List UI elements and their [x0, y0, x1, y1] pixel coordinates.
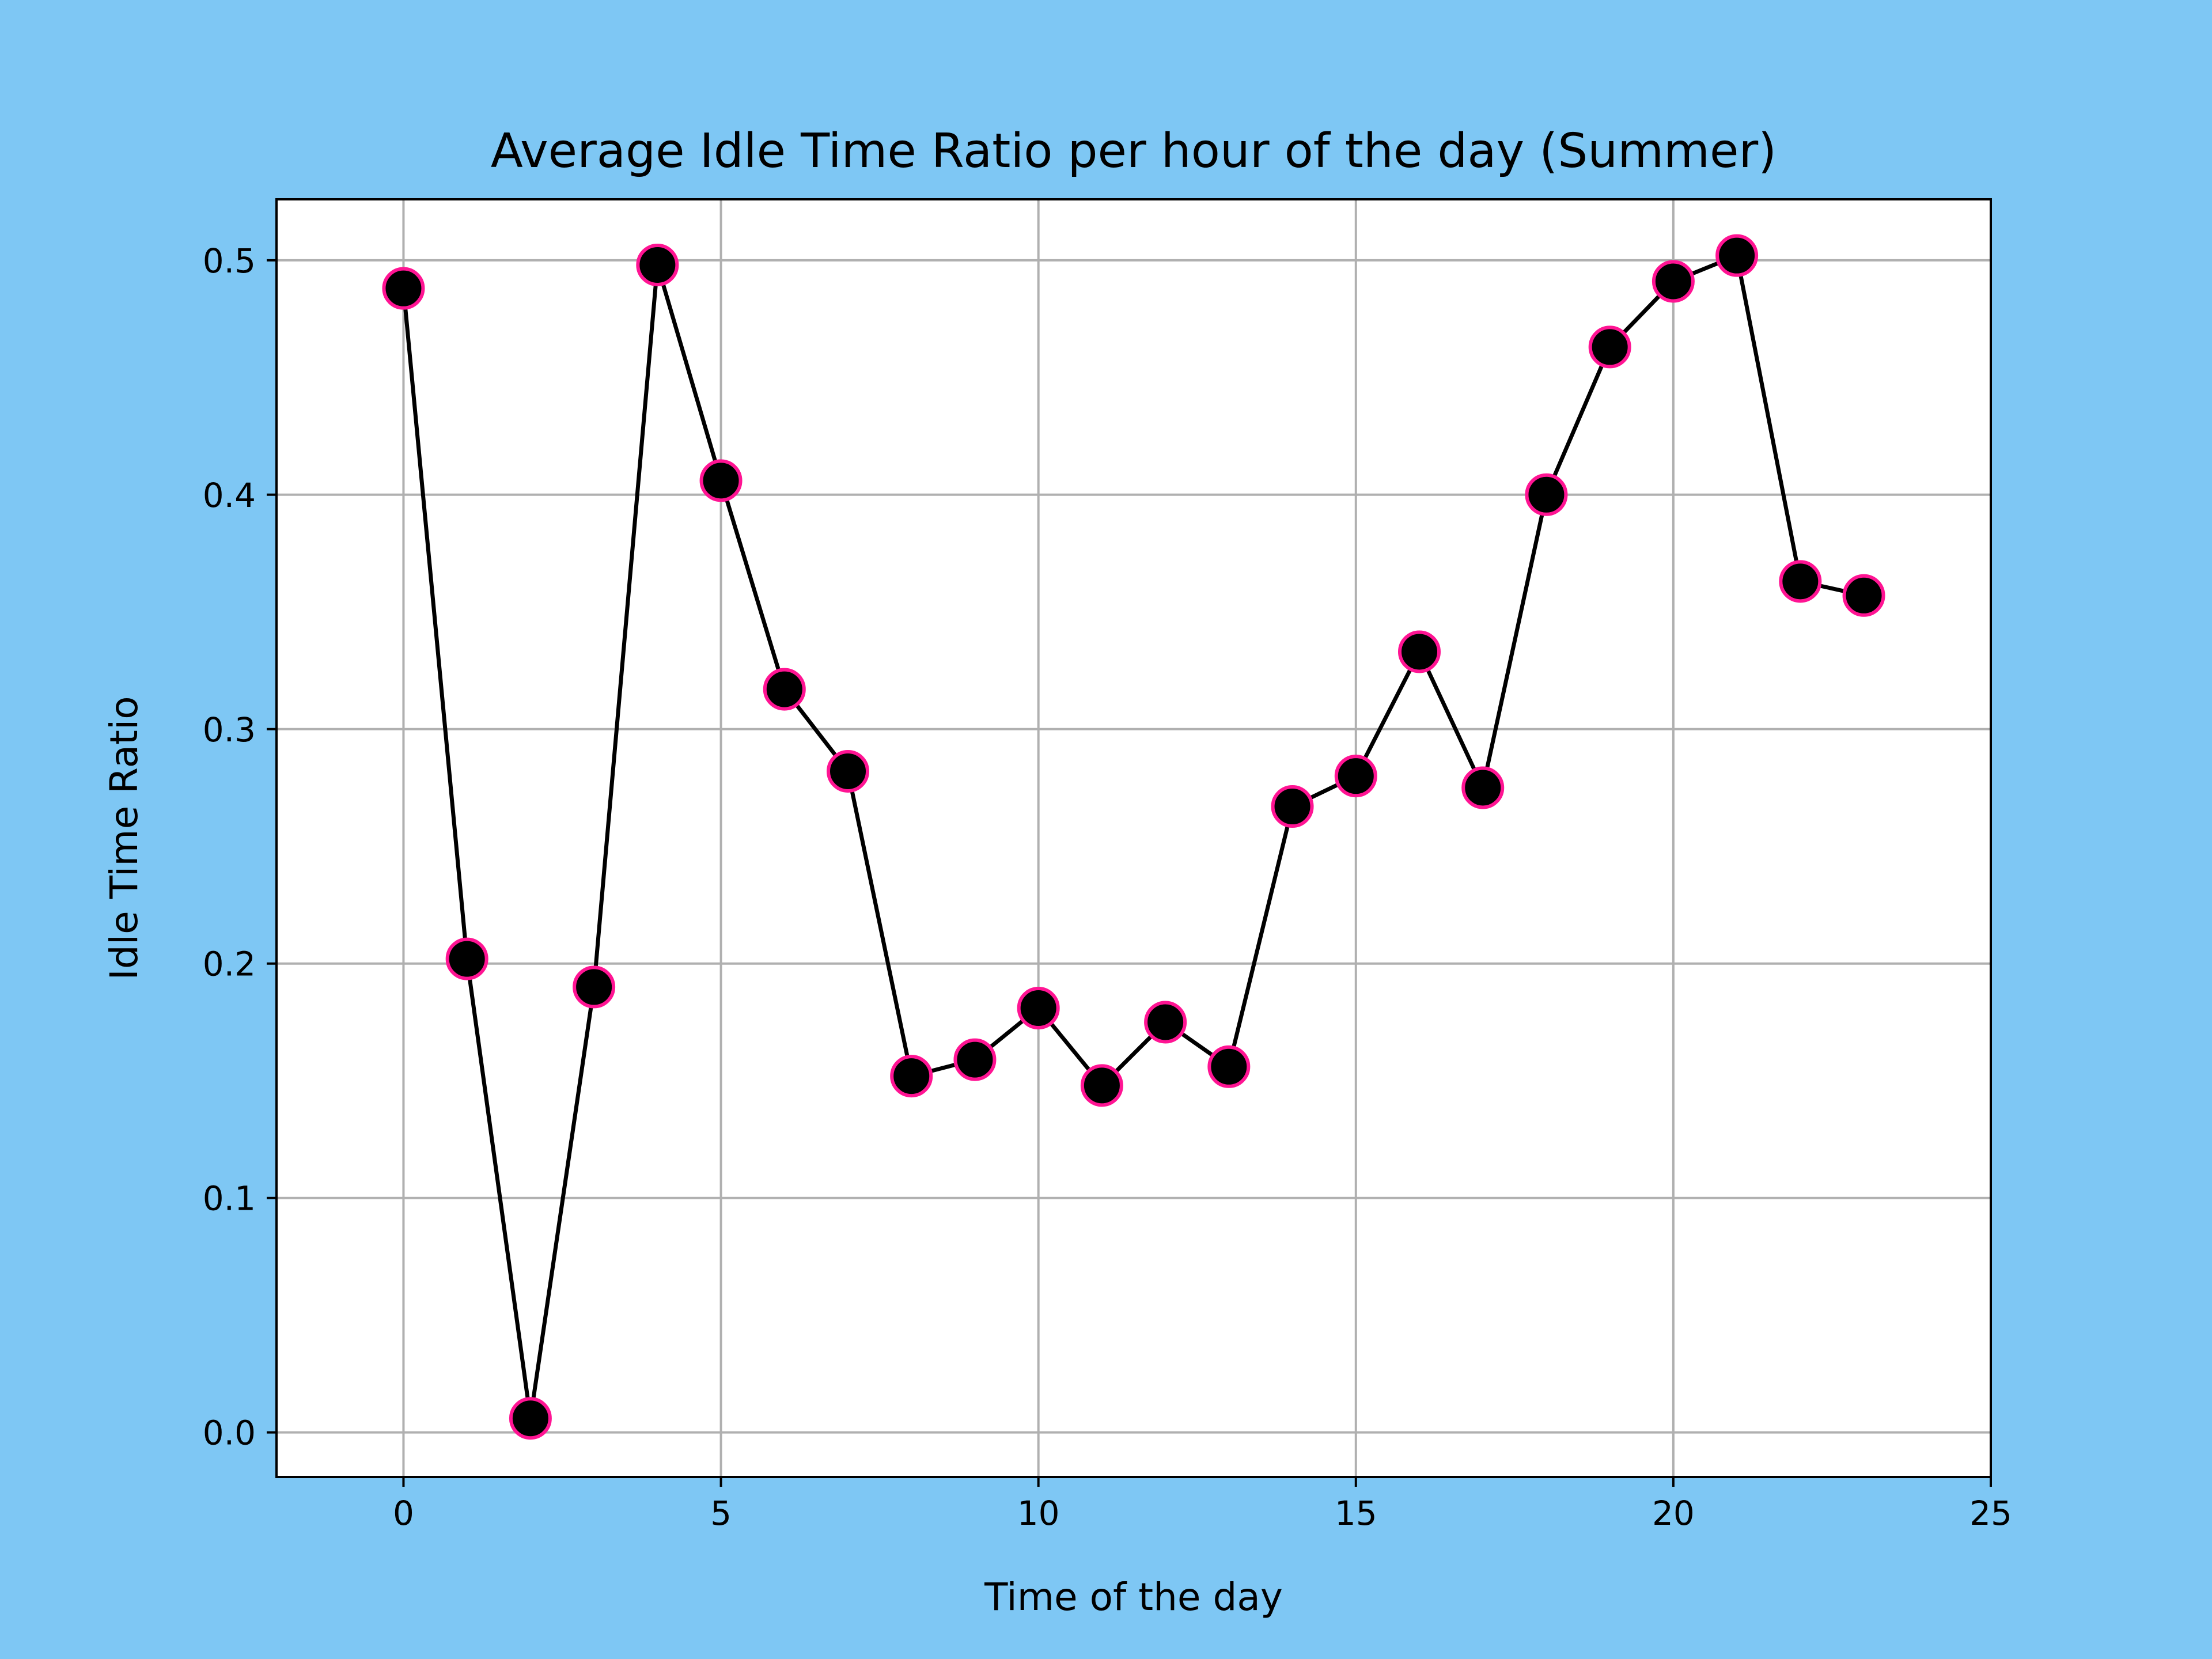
y-tick-label: 0.1 [203, 1179, 256, 1218]
chart-title: Average Idle Time Ratio per hour of the … [491, 124, 1777, 179]
y-axis-label: Idle Time Ratio [102, 696, 146, 980]
data-point [1271, 785, 1314, 828]
data-point [1715, 234, 1759, 277]
data-point [573, 965, 616, 1009]
data-point [1144, 1001, 1187, 1044]
x-tick-label: 20 [1652, 1494, 1695, 1533]
x-tick-label: 5 [710, 1494, 732, 1533]
data-point [1779, 560, 1822, 603]
data-point [1588, 325, 1631, 369]
data-point [1842, 574, 1885, 617]
data-point [953, 1038, 997, 1081]
y-tick-label: 0.2 [203, 945, 256, 984]
data-point [1652, 260, 1695, 303]
data-point [1398, 630, 1441, 673]
data-point [1017, 987, 1060, 1030]
data-point [699, 459, 743, 502]
data-point [1080, 1064, 1123, 1107]
data-point [827, 750, 869, 793]
y-tick-label: 0.4 [203, 476, 256, 515]
data-point [509, 1397, 552, 1440]
y-tick-label: 0.0 [203, 1414, 256, 1453]
x-tick-label: 15 [1335, 1494, 1377, 1533]
data-point [636, 243, 679, 286]
data-point [1461, 766, 1505, 809]
y-tick-label: 0.5 [203, 241, 256, 281]
data-point [890, 1055, 933, 1098]
y-tick-label: 0.3 [203, 710, 256, 749]
data-point [1207, 1045, 1251, 1088]
x-tick-label: 25 [1969, 1494, 2012, 1533]
x-tick-label: 10 [1017, 1494, 1060, 1533]
x-axis-label: Time of the day [984, 1575, 1283, 1619]
plot-area [276, 199, 1991, 1477]
data-point [382, 267, 425, 310]
data-series [382, 234, 1885, 1440]
axis-ticks: 0 5 10 15 20 25 0.0 0.1 0.2 0.3 0.4 0.5 [203, 241, 2012, 1533]
x-tick-label: 0 [393, 1494, 414, 1533]
plot-frame [275, 198, 1992, 1478]
data-point [445, 937, 488, 980]
data-point [763, 668, 806, 711]
data-point [1334, 755, 1377, 798]
data-point [1525, 473, 1568, 516]
